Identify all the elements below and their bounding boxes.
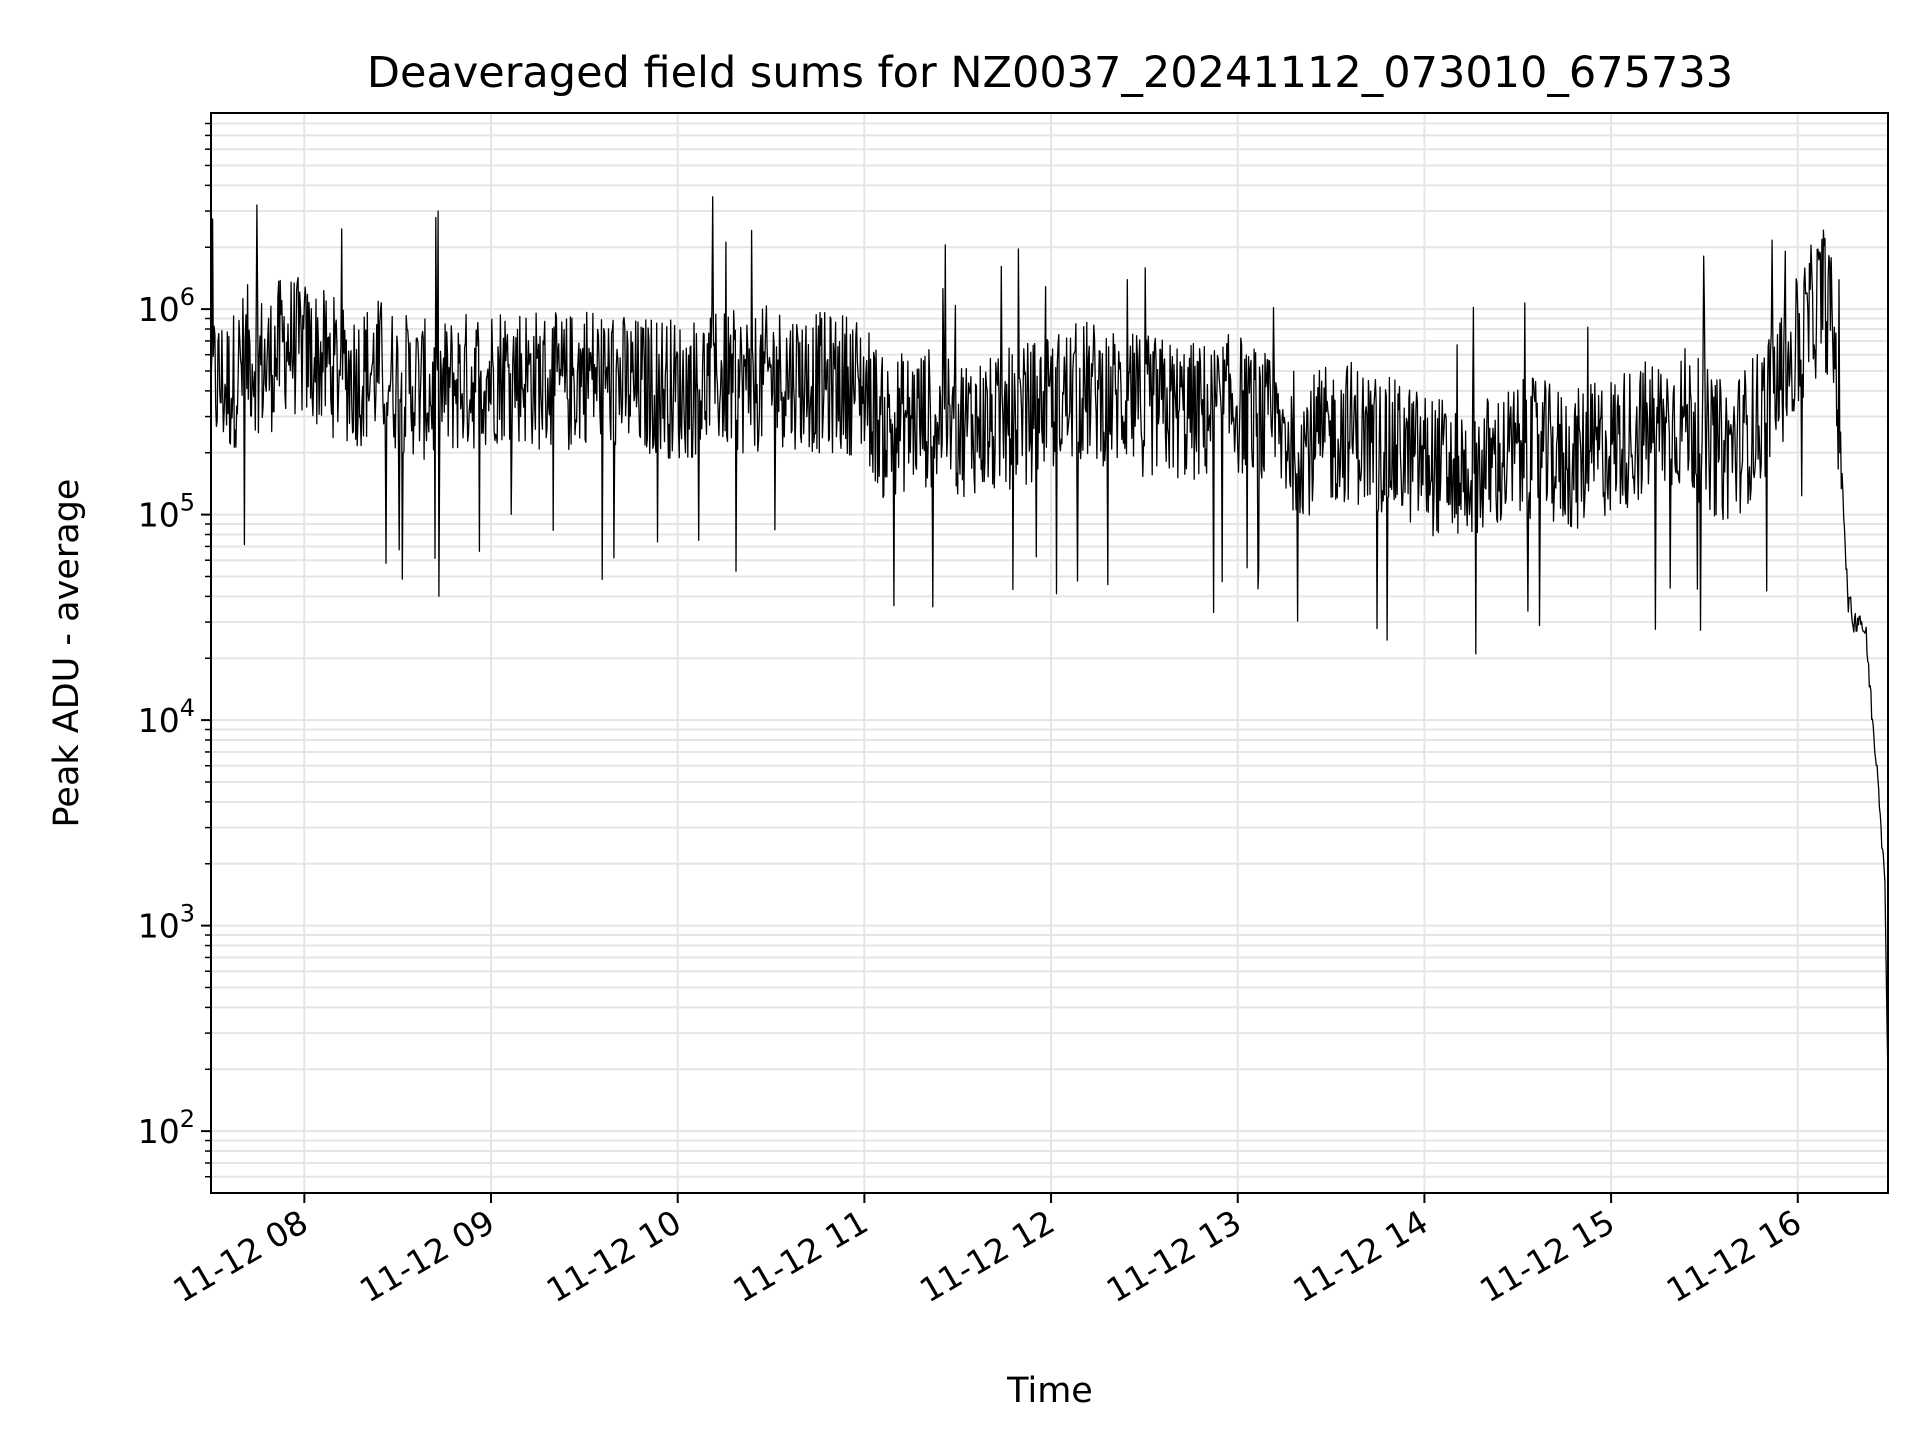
y-tick-label: 105 xyxy=(138,489,195,535)
chart-title: Deaveraged field sums for NZ0037_2024111… xyxy=(367,48,1733,98)
y-tick-label: 102 xyxy=(138,1105,195,1151)
plot-area-frame xyxy=(210,112,1889,1194)
y-tick-label: 103 xyxy=(138,900,195,946)
y-tick-label: 104 xyxy=(138,694,195,740)
y-axis-label: Peak ADU - average xyxy=(47,479,87,828)
series-line xyxy=(210,196,1889,1078)
x-axis-label: Time xyxy=(1006,1371,1093,1411)
grid xyxy=(211,113,1888,1193)
data-series xyxy=(210,196,1889,1078)
y-tick-label: 106 xyxy=(138,283,195,329)
